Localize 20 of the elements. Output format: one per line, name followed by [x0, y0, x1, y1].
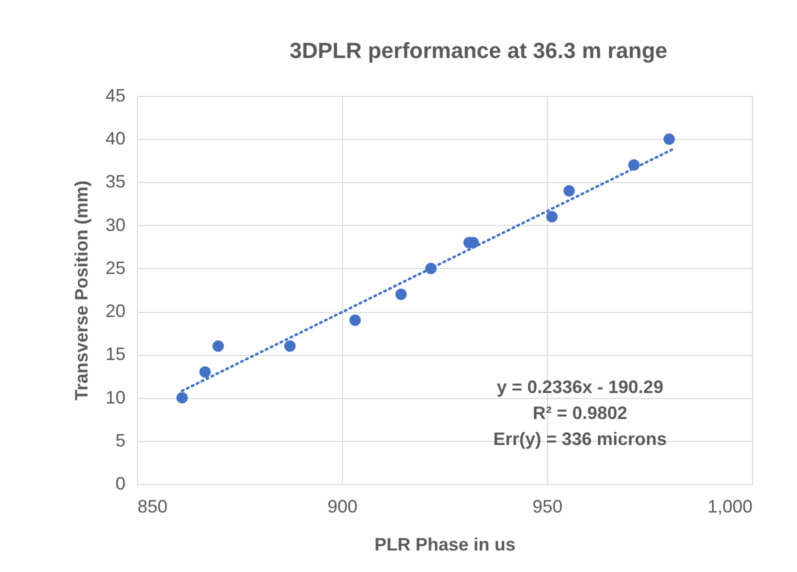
y-axis-title: Transverse Position (mm): [71, 180, 92, 401]
y-tick-label: 40: [105, 128, 126, 149]
chart-title: 3DPLR performance at 36.3 m range: [290, 38, 668, 63]
y-tick-label: 10: [105, 387, 126, 408]
x-tick-label: 900: [327, 496, 358, 516]
x-axis-title: PLR Phase in us: [374, 534, 516, 554]
annotation: y = 0.2336x - 190.29: [496, 377, 664, 397]
y-tick-label: 15: [105, 344, 126, 364]
y-tick-label: 0: [115, 474, 126, 494]
y-tick-label: 5: [115, 430, 126, 450]
y-tick-label: 25: [105, 258, 126, 278]
y-tick-label: 45: [105, 86, 126, 106]
x-tick-label: 850: [138, 496, 168, 516]
annotation: R² = 0.9802: [532, 403, 628, 423]
y-tick-label: 35: [105, 172, 126, 192]
y-tick-label: 20: [105, 301, 126, 322]
y-tick-label: 30: [105, 214, 126, 235]
x-tick-label: 950: [532, 496, 563, 516]
annotation: Err(y) = 336 microns: [493, 429, 667, 449]
x-tick-label: 1,000: [707, 496, 752, 516]
